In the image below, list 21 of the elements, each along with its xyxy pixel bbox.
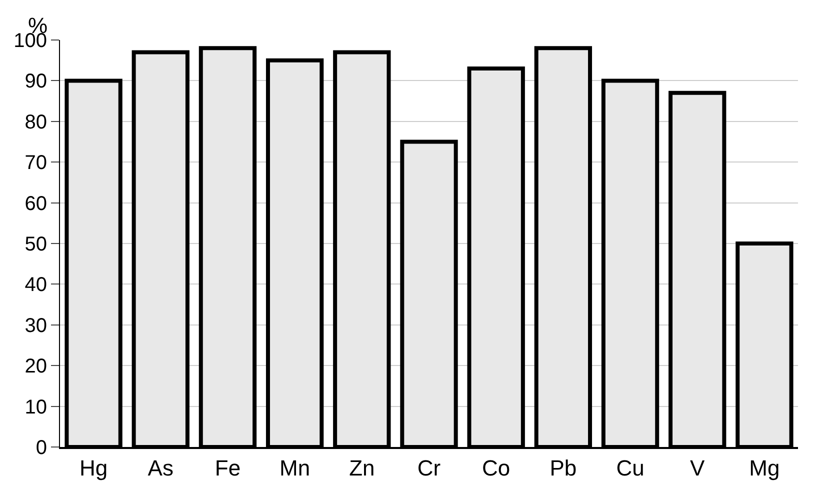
y-tick-label: 70 [24,152,47,174]
y-tick-label: 90 [24,70,47,93]
x-tick-label: As [148,455,174,480]
x-tick-label: Cr [417,455,441,480]
y-tick-label: 40 [24,274,47,296]
x-tick-label: Cu [616,455,644,480]
y-tick-label: 60 [24,192,47,215]
y-tick-label: 50 [24,234,47,256]
y-tick-label: 20 [24,356,47,378]
y-tick-label: 30 [24,314,47,337]
x-tick-label: V [690,455,706,480]
x-tick-label: Pb [550,455,577,480]
y-tick-label: 80 [24,111,47,134]
x-tick-label: Co [482,455,510,480]
y-tick-label: 0 [36,437,47,459]
x-tick-label: Hg [79,455,108,480]
x-tick-label: Fe [214,455,241,480]
x-tick-label: Mn [280,455,310,480]
x-tick-label: Mg [749,455,780,480]
x-tick-label: Zn [349,455,375,480]
y-tick-label: 10 [24,396,47,418]
